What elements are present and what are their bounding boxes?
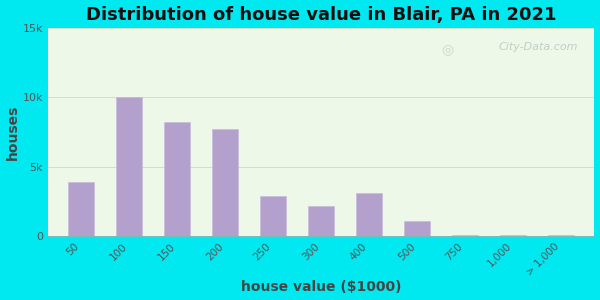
Bar	[356, 193, 382, 236]
Bar	[548, 235, 574, 236]
Bar	[260, 196, 286, 236]
Text: City-Data.com: City-Data.com	[499, 43, 578, 52]
Bar	[68, 182, 94, 236]
Text: ◎: ◎	[442, 43, 454, 56]
X-axis label: house value ($1000): house value ($1000)	[241, 280, 401, 294]
Bar	[452, 235, 478, 236]
Bar	[500, 235, 526, 236]
Bar	[116, 98, 142, 236]
Bar	[308, 206, 334, 236]
Bar	[164, 122, 190, 236]
Bar	[404, 221, 430, 236]
Y-axis label: houses: houses	[5, 104, 20, 160]
Title: Distribution of house value in Blair, PA in 2021: Distribution of house value in Blair, PA…	[86, 6, 556, 24]
Bar	[212, 129, 238, 236]
